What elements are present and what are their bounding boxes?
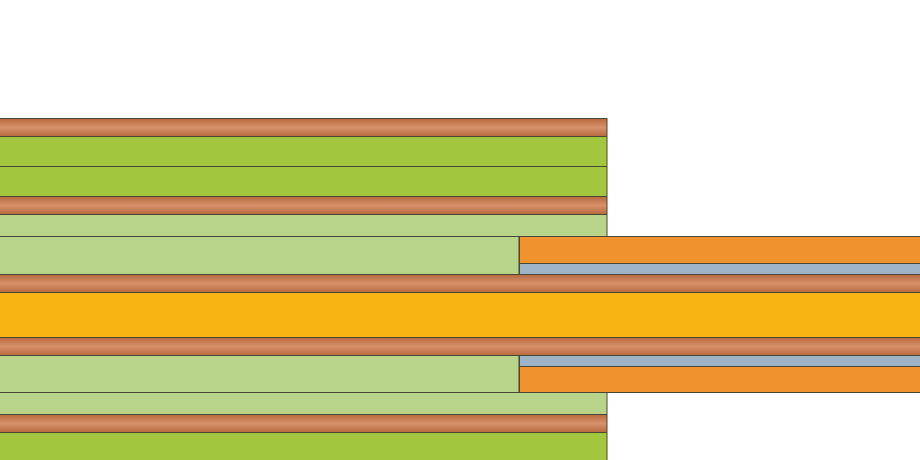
coverlay-layer [519, 366, 920, 393]
prepreg-layer [0, 236, 520, 275]
coverlay-layer [519, 236, 920, 264]
flex-core-layer [0, 292, 920, 338]
prepreg-layer [0, 355, 520, 393]
adhesive-layer [519, 263, 920, 275]
prepreg-layer [0, 214, 608, 237]
copper-layer [0, 196, 608, 215]
adhesive-layer [519, 355, 920, 367]
copper-layer [0, 414, 608, 433]
copper-layer [0, 274, 920, 293]
core-layer [0, 136, 608, 167]
core-layer [0, 432, 608, 460]
copper-layer [0, 118, 608, 137]
prepreg-layer [0, 392, 608, 415]
copper-layer [0, 337, 920, 356]
core-layer [0, 166, 608, 197]
